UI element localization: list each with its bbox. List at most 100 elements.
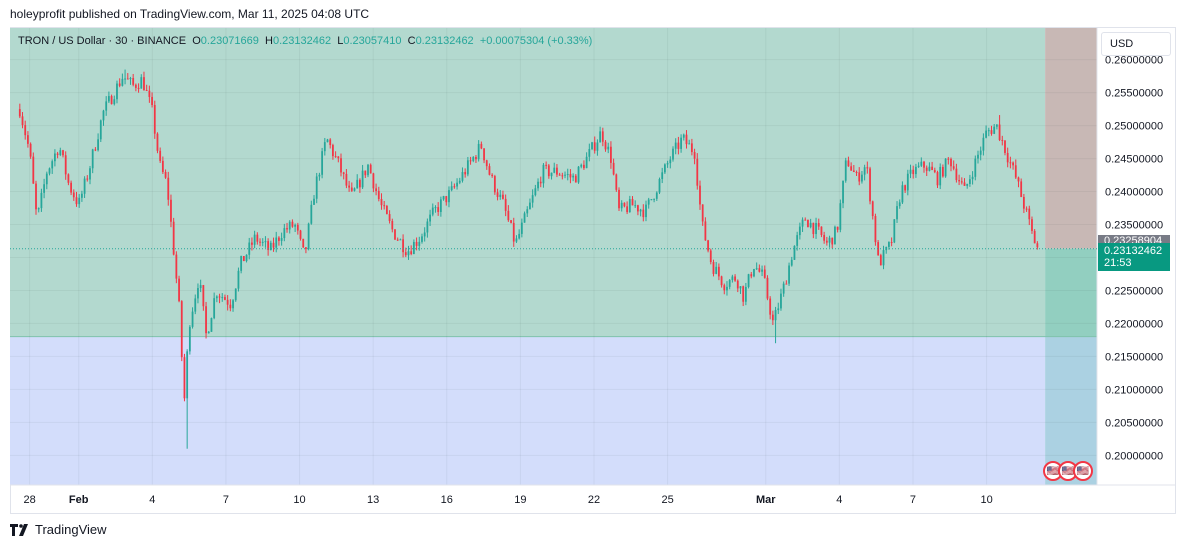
candle-body <box>215 296 218 299</box>
candle-body <box>901 185 904 203</box>
candle-body <box>86 178 89 180</box>
candle-body <box>159 150 162 161</box>
candle-body <box>985 130 987 138</box>
tradingview-logo[interactable]: TradingView <box>10 522 107 537</box>
candle-body <box>672 148 674 160</box>
candle-body <box>48 168 51 174</box>
candle-body <box>491 174 494 177</box>
candle-body <box>704 221 707 241</box>
candle-body <box>971 176 974 180</box>
candle-body <box>583 164 585 169</box>
x-tick-label: 4 <box>836 494 842 506</box>
x-tick-label: Mar <box>756 494 776 506</box>
candle-body <box>801 219 804 227</box>
candle-body <box>669 159 672 164</box>
candle-body <box>995 124 998 127</box>
candle-body <box>380 199 383 206</box>
candle-body <box>434 207 437 209</box>
candle-body <box>920 161 923 166</box>
candle-body <box>904 185 907 191</box>
candle-body <box>520 222 523 234</box>
candle-body <box>466 160 469 175</box>
x-tick-label: 28 <box>24 494 36 506</box>
us-flag-icon[interactable]: 🇺🇸 <box>1073 461 1093 481</box>
legend-high-label: H <box>265 35 273 47</box>
candle-body <box>421 236 423 242</box>
candle-body <box>153 104 156 134</box>
candle-body <box>847 160 850 167</box>
candle-body <box>464 172 467 175</box>
candle-body <box>423 232 426 237</box>
legend-open-label: O <box>192 35 201 47</box>
projected-target-zone <box>1045 28 1097 249</box>
candle-body <box>612 162 615 175</box>
candle-body <box>936 172 939 186</box>
candle-body <box>496 192 499 197</box>
candle-body <box>121 78 124 86</box>
candle-body <box>553 167 556 173</box>
candle-body <box>680 137 682 149</box>
legend-symbol[interactable]: TRON / US Dollar · 30 · BINANCE <box>18 35 187 47</box>
projected-fill-zone <box>1045 248 1097 337</box>
candle-body <box>547 165 550 177</box>
candle-body <box>321 151 324 175</box>
candle-body <box>1036 243 1039 248</box>
candle-body <box>661 172 664 180</box>
candle-body <box>164 171 167 178</box>
candle-body <box>642 209 645 218</box>
candle-body <box>234 288 237 301</box>
candle-body <box>502 194 504 199</box>
candle-body <box>1006 152 1009 163</box>
candle-body <box>99 120 102 140</box>
legend-close-value: 0.23132462 <box>415 35 474 47</box>
candle-body <box>947 158 950 160</box>
candle-body <box>124 78 126 80</box>
candle-body <box>529 202 531 210</box>
candle-body <box>202 285 205 307</box>
candle-body <box>151 96 153 105</box>
candle-body <box>323 142 326 152</box>
candle-body <box>731 276 734 280</box>
candle-body <box>569 174 572 178</box>
candle-body <box>915 166 917 175</box>
candle-body <box>866 167 869 169</box>
candle-body <box>623 202 626 207</box>
current-price-value: 0.23132462 <box>1104 244 1163 257</box>
candle-body <box>72 192 75 198</box>
candle-body <box>998 124 1001 140</box>
candle-body <box>83 178 86 194</box>
x-tick-label: 19 <box>514 494 526 506</box>
candle-body <box>299 230 302 239</box>
candle-body <box>67 174 70 183</box>
legend-low-label: L <box>337 35 344 47</box>
candle-body <box>245 254 248 262</box>
legend-change: +0.00075304 (+0.33%) <box>479 35 593 47</box>
candle-body <box>790 259 793 266</box>
candle-body <box>1004 140 1006 153</box>
candle-body <box>842 180 844 204</box>
candle-body <box>232 300 234 309</box>
brand-name: TradingView <box>35 522 107 537</box>
candle-body <box>334 156 337 158</box>
candle-body <box>207 331 210 334</box>
candle-body <box>639 209 642 212</box>
economic-events[interactable]: 🇺🇸 🇺🇸 🇺🇸 <box>1043 461 1093 481</box>
candle-body <box>674 142 677 149</box>
candle-body <box>315 176 318 199</box>
y-tick-label: 0.20000000 <box>1105 450 1163 462</box>
candle-body <box>963 182 966 186</box>
candle-body <box>771 314 774 321</box>
candle-body <box>369 164 372 174</box>
candle-body <box>350 187 353 191</box>
candle-body <box>531 195 534 203</box>
candle-body <box>780 293 782 309</box>
y-tick-label: 0.21000000 <box>1105 384 1163 396</box>
currency-selector-button[interactable]: USD <box>1101 32 1171 56</box>
candle-body <box>107 96 110 102</box>
candle-body <box>993 126 996 134</box>
candle-body <box>472 157 475 161</box>
x-tick-label: 25 <box>661 494 673 506</box>
candle-body <box>59 150 62 155</box>
candle-body <box>696 158 699 186</box>
